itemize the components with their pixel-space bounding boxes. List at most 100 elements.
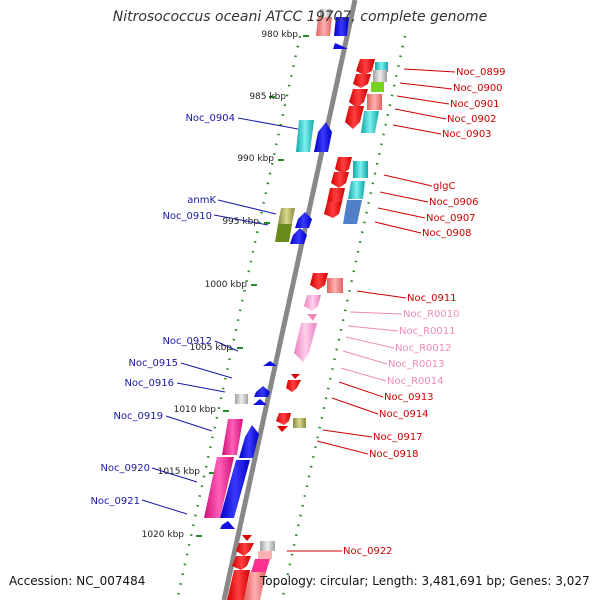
gene-label[interactable]: Noc_0918 xyxy=(369,449,419,460)
gene-arrow[interactable] xyxy=(258,551,272,559)
gene-label[interactable]: Noc_0922 xyxy=(343,546,393,557)
gene-arrow[interactable] xyxy=(307,314,317,321)
gene-label[interactable]: Noc_0911 xyxy=(407,293,457,304)
gene-arrow[interactable] xyxy=(260,541,275,551)
gene-arrow[interactable] xyxy=(232,556,251,570)
scale-label: 1010 kbp xyxy=(174,405,217,415)
gene-arrow[interactable] xyxy=(251,559,270,572)
gene-features-reverse xyxy=(227,59,388,600)
gene-arrow[interactable] xyxy=(204,457,234,518)
gene-arrow[interactable] xyxy=(348,181,365,199)
gene-arrow[interactable] xyxy=(263,361,277,366)
gene-arrow[interactable] xyxy=(222,419,243,455)
gene-arrow[interactable] xyxy=(242,535,252,541)
gene-arrow[interactable] xyxy=(236,543,254,556)
gene-arrow[interactable] xyxy=(244,572,266,600)
gene-label[interactable]: Noc_R0012 xyxy=(395,343,452,354)
gene-label[interactable]: Noc_R0010 xyxy=(403,309,460,320)
gene-label[interactable]: Noc_0913 xyxy=(384,392,434,403)
gene-label[interactable]: Noc_0904 xyxy=(185,113,235,124)
gene-arrow[interactable] xyxy=(327,278,343,293)
scale-label: 1015 kbp xyxy=(158,467,201,477)
gene-arrow[interactable] xyxy=(294,323,317,362)
scale-label: 1000 kbp xyxy=(205,280,248,290)
rna-leaders xyxy=(340,311,403,382)
gene-label[interactable]: Noc_R0013 xyxy=(388,359,445,370)
gene-label[interactable]: Noc_0910 xyxy=(162,211,212,222)
gene-arrow[interactable] xyxy=(278,208,295,224)
gene-label[interactable]: glgC xyxy=(433,181,455,192)
gene-arrow[interactable] xyxy=(314,122,332,152)
accession-label: Accession: NC_007484 xyxy=(9,574,146,588)
scale-label: 995 kbp xyxy=(222,217,259,227)
gene-label[interactable]: Noc_0906 xyxy=(429,197,479,208)
gene-arrow[interactable] xyxy=(353,161,368,178)
gene-label[interactable]: Noc_0899 xyxy=(456,67,506,78)
gene-arrow[interactable] xyxy=(349,89,368,108)
gene-arrow[interactable] xyxy=(239,425,259,458)
scale-label: 990 kbp xyxy=(237,154,274,164)
gene-arrow[interactable] xyxy=(254,386,270,397)
gene-arrow[interactable] xyxy=(343,200,362,224)
gene-arrow[interactable] xyxy=(296,120,314,152)
gene-arrow[interactable] xyxy=(356,59,375,75)
gene-arrow[interactable] xyxy=(253,399,267,405)
right-leaders xyxy=(287,68,456,552)
gene-label[interactable]: Noc_0917 xyxy=(373,432,423,443)
map-title: Nitrosococcus oceani ATCC 19707, complet… xyxy=(112,9,488,25)
gene-arrow[interactable] xyxy=(291,374,300,379)
gene-label[interactable]: Noc_0901 xyxy=(450,99,500,110)
gene-label[interactable]: Noc_0914 xyxy=(379,409,429,420)
gene-arrow[interactable] xyxy=(295,212,312,228)
left-leaders xyxy=(141,117,299,515)
gene-label[interactable]: Noc_0912 xyxy=(162,336,212,347)
gene-arrow[interactable] xyxy=(324,202,342,218)
gene-features-forward xyxy=(204,9,349,529)
gene-label[interactable]: Noc_0915 xyxy=(128,358,178,369)
gene-arrow[interactable] xyxy=(320,9,331,17)
gene-label[interactable]: Noc_0907 xyxy=(426,213,476,224)
gene-label[interactable]: anmK xyxy=(187,195,216,206)
gene-label[interactable]: Noc_0908 xyxy=(422,228,472,239)
gene-arrow[interactable] xyxy=(290,228,307,244)
gene-label[interactable]: Noc_R0011 xyxy=(399,326,456,337)
gene-arrow[interactable] xyxy=(220,521,235,529)
rna-gene-labels: Noc_R0010 Noc_R0011 Noc_R0012 Noc_R0013 … xyxy=(387,309,460,387)
gene-arrow[interactable] xyxy=(316,17,332,36)
genome-backbone xyxy=(221,0,358,600)
scale-label: 980 kbp xyxy=(261,30,298,40)
gene-arrow[interactable] xyxy=(375,62,388,72)
gene-label[interactable]: Noc_0903 xyxy=(442,129,492,140)
gene-label[interactable]: Noc_0921 xyxy=(90,496,140,507)
gene-label[interactable]: Noc_0916 xyxy=(124,378,174,389)
gene-arrow[interactable] xyxy=(373,70,387,82)
gene-arrow[interactable] xyxy=(334,17,349,36)
gene-arrow[interactable] xyxy=(293,418,306,428)
gene-arrow[interactable] xyxy=(304,295,321,311)
gene-arrow[interactable] xyxy=(227,570,250,600)
gene-arrow[interactable] xyxy=(286,380,301,392)
gene-arrow[interactable] xyxy=(367,94,382,110)
gene-arrow[interactable] xyxy=(275,224,292,242)
gene-arrow[interactable] xyxy=(235,394,248,404)
gene-arrow[interactable] xyxy=(361,111,379,133)
gene-arrow[interactable] xyxy=(276,413,291,425)
scale-labels: 980 kbp 985 kbp 990 kbp 995 kbp 1000 kbp… xyxy=(142,30,299,540)
gene-arrow[interactable] xyxy=(310,273,328,290)
gene-arrow[interactable] xyxy=(327,188,345,205)
gene-arrow[interactable] xyxy=(333,43,348,49)
gene-label[interactable]: Noc_0920 xyxy=(100,463,150,474)
gene-label[interactable]: Noc_0900 xyxy=(453,83,503,94)
gene-arrow[interactable] xyxy=(353,74,371,88)
gene-label[interactable]: Noc_0902 xyxy=(447,114,497,125)
gene-arrow[interactable] xyxy=(220,460,250,518)
gene-label[interactable]: Noc_R0014 xyxy=(387,376,444,387)
gene-arrow[interactable] xyxy=(345,106,364,129)
gene-arrow[interactable] xyxy=(335,157,352,174)
gene-arrow[interactable] xyxy=(331,172,349,188)
gene-arrow[interactable] xyxy=(371,82,384,92)
gene-label[interactable]: Noc_0919 xyxy=(113,411,163,422)
gene-arrow[interactable] xyxy=(277,426,288,432)
